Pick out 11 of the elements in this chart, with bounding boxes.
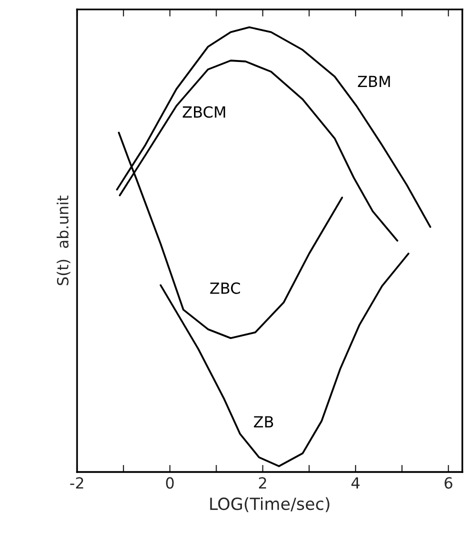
series-label: ZBCM xyxy=(182,106,226,118)
x-tick-label: 4 xyxy=(351,477,360,488)
x-tick-label: 2 xyxy=(258,477,266,488)
series-label: ZBM xyxy=(358,76,390,87)
y-axis-title: S(t) ab.unit xyxy=(56,196,70,286)
series-label: ZBC xyxy=(210,282,240,294)
x-axis-title: LOG(Time/sec) xyxy=(210,497,330,512)
x-tick-label: -2 xyxy=(70,477,84,488)
x-tick-label: 0 xyxy=(166,477,174,489)
x-tick-label: 6 xyxy=(444,477,452,489)
series-label: ZB xyxy=(254,416,274,428)
